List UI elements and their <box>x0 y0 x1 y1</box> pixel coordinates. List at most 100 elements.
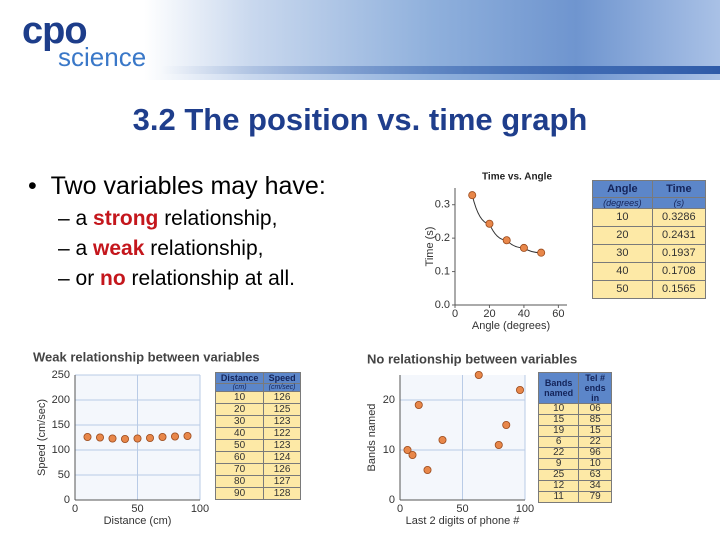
sub-bullet-text: relationship, <box>158 207 278 230</box>
header-cell: Tel # ends in <box>578 372 612 404</box>
table-cell: 06 <box>578 403 612 415</box>
y-tick-label: 0 <box>64 494 70 506</box>
x-tick-label: 50 <box>131 503 143 515</box>
data-point <box>158 432 167 441</box>
data-point <box>83 432 92 441</box>
y-tick-label: 0.0 <box>435 299 450 311</box>
table-row: 40 0.1708 <box>592 262 707 281</box>
table-row: 90 128 <box>214 487 301 500</box>
table-row: 30 0.1937 <box>592 244 707 263</box>
header-cell: Time <box>651 180 707 198</box>
unit-cell: (degrees) <box>592 197 653 209</box>
table-row: 50 0.1565 <box>592 280 707 299</box>
table-cell: 0.1937 <box>651 244 707 263</box>
table-cell: 40 <box>592 262 653 281</box>
table-row: 25 63 <box>537 469 612 481</box>
sub-bullet-text: – a <box>58 207 94 230</box>
x-tick-label: 20 <box>483 308 495 320</box>
table-row: 30 123 <box>214 415 301 428</box>
banner-stripe <box>160 66 720 74</box>
table-cell: 20 <box>592 226 653 245</box>
sub-bullet-text: – or <box>58 267 101 290</box>
table-row: 11 79 <box>537 491 612 503</box>
sub-bullet-text: – a <box>58 237 94 260</box>
data-point <box>414 400 423 409</box>
table-row: 20 0.2431 <box>592 226 707 245</box>
data-point <box>502 236 511 245</box>
y-axis-label: Bands named <box>366 404 378 472</box>
x-tick-label: 100 <box>516 503 534 515</box>
data-point <box>121 434 130 443</box>
y-axis-label: Speed (cm/sec) <box>36 399 48 476</box>
banner: cpo science <box>0 0 720 80</box>
table-cell: 22 <box>578 436 612 448</box>
emphasis: strong <box>93 207 159 230</box>
table-cell: 12 <box>537 480 580 492</box>
table-row: 22 96 <box>537 447 612 459</box>
table-cell: 122 <box>263 427 301 440</box>
y-tick-label: 10 <box>383 444 395 456</box>
table-cell: 0.3286 <box>651 208 707 227</box>
table-cell: 80 <box>214 475 265 488</box>
y-tick-label: 100 <box>52 444 70 456</box>
table-cell: 125 <box>263 403 301 416</box>
sub-bullet: – a weak relationship, <box>58 237 326 261</box>
table-cell: 123 <box>263 415 301 428</box>
header-row: Bands named Tel # ends in <box>537 372 612 404</box>
table-cell: 30 <box>592 244 653 263</box>
table-cell: 10 <box>537 403 580 415</box>
header-cell: Angle <box>592 180 653 198</box>
emphasis: weak <box>93 237 145 260</box>
y-tick-label: 0.2 <box>435 232 450 244</box>
table-cell: 15 <box>537 414 580 426</box>
table-cell: 127 <box>263 475 301 488</box>
y-tick-label: 0.3 <box>435 199 450 211</box>
data-point <box>145 433 154 442</box>
table-cell: 19 <box>537 425 580 437</box>
table-cell: 60 <box>214 451 265 464</box>
data-point <box>108 434 117 443</box>
data-point <box>423 465 432 474</box>
data-point <box>474 370 483 379</box>
emphasis: no <box>100 267 126 290</box>
table-cell: 0.1708 <box>651 262 707 281</box>
data-table: Bands named Tel # ends in 10 06 15 85 19 15 6 22 2… <box>537 372 612 503</box>
table-cell: 79 <box>578 491 612 503</box>
table-cell: 6 <box>537 436 580 448</box>
table-cell: 9 <box>537 458 580 470</box>
table-cell: 50 <box>592 280 653 299</box>
data-point <box>438 435 447 444</box>
table-cell: 85 <box>578 414 612 426</box>
table-row: 50 123 <box>214 439 301 452</box>
table-row: 19 15 <box>537 425 612 437</box>
y-tick-label: 0.1 <box>435 265 450 277</box>
chart-title: Time vs. Angle <box>482 172 552 183</box>
table-row: 10 06 <box>537 403 612 415</box>
x-axis-label: Distance (cm) <box>104 515 172 527</box>
table-row: 80 127 <box>214 475 301 488</box>
table-cell: 22 <box>537 447 580 459</box>
x-tick-label: 60 <box>552 308 564 320</box>
data-point <box>403 445 412 454</box>
table-row: 10 0.3286 <box>592 208 707 227</box>
table-cell: 128 <box>263 487 301 500</box>
data-table: Angle Time (degrees) (s) 10 0.3286 20 0.2431 30 0… <box>592 180 707 299</box>
data-point <box>502 420 511 429</box>
table-cell: 40 <box>214 427 265 440</box>
table-cell: 20 <box>214 403 265 416</box>
y-tick-label: 150 <box>52 419 70 431</box>
table-cell: 15 <box>578 425 612 437</box>
data-point <box>494 440 503 449</box>
table-cell: 10 <box>214 391 265 404</box>
logo: science <box>58 42 147 72</box>
table-cell: 126 <box>263 391 301 404</box>
table-cell: 10 <box>592 208 653 227</box>
table-cell: 30 <box>214 415 265 428</box>
chart-title: Weak relationship between variables <box>33 349 260 364</box>
unit-cell: (cm) <box>214 383 265 392</box>
sub-bullet-text: relationship, <box>144 237 264 260</box>
table-cell: 34 <box>578 480 612 492</box>
x-tick-label: 0 <box>452 308 458 320</box>
table-row: 60 124 <box>214 451 301 464</box>
